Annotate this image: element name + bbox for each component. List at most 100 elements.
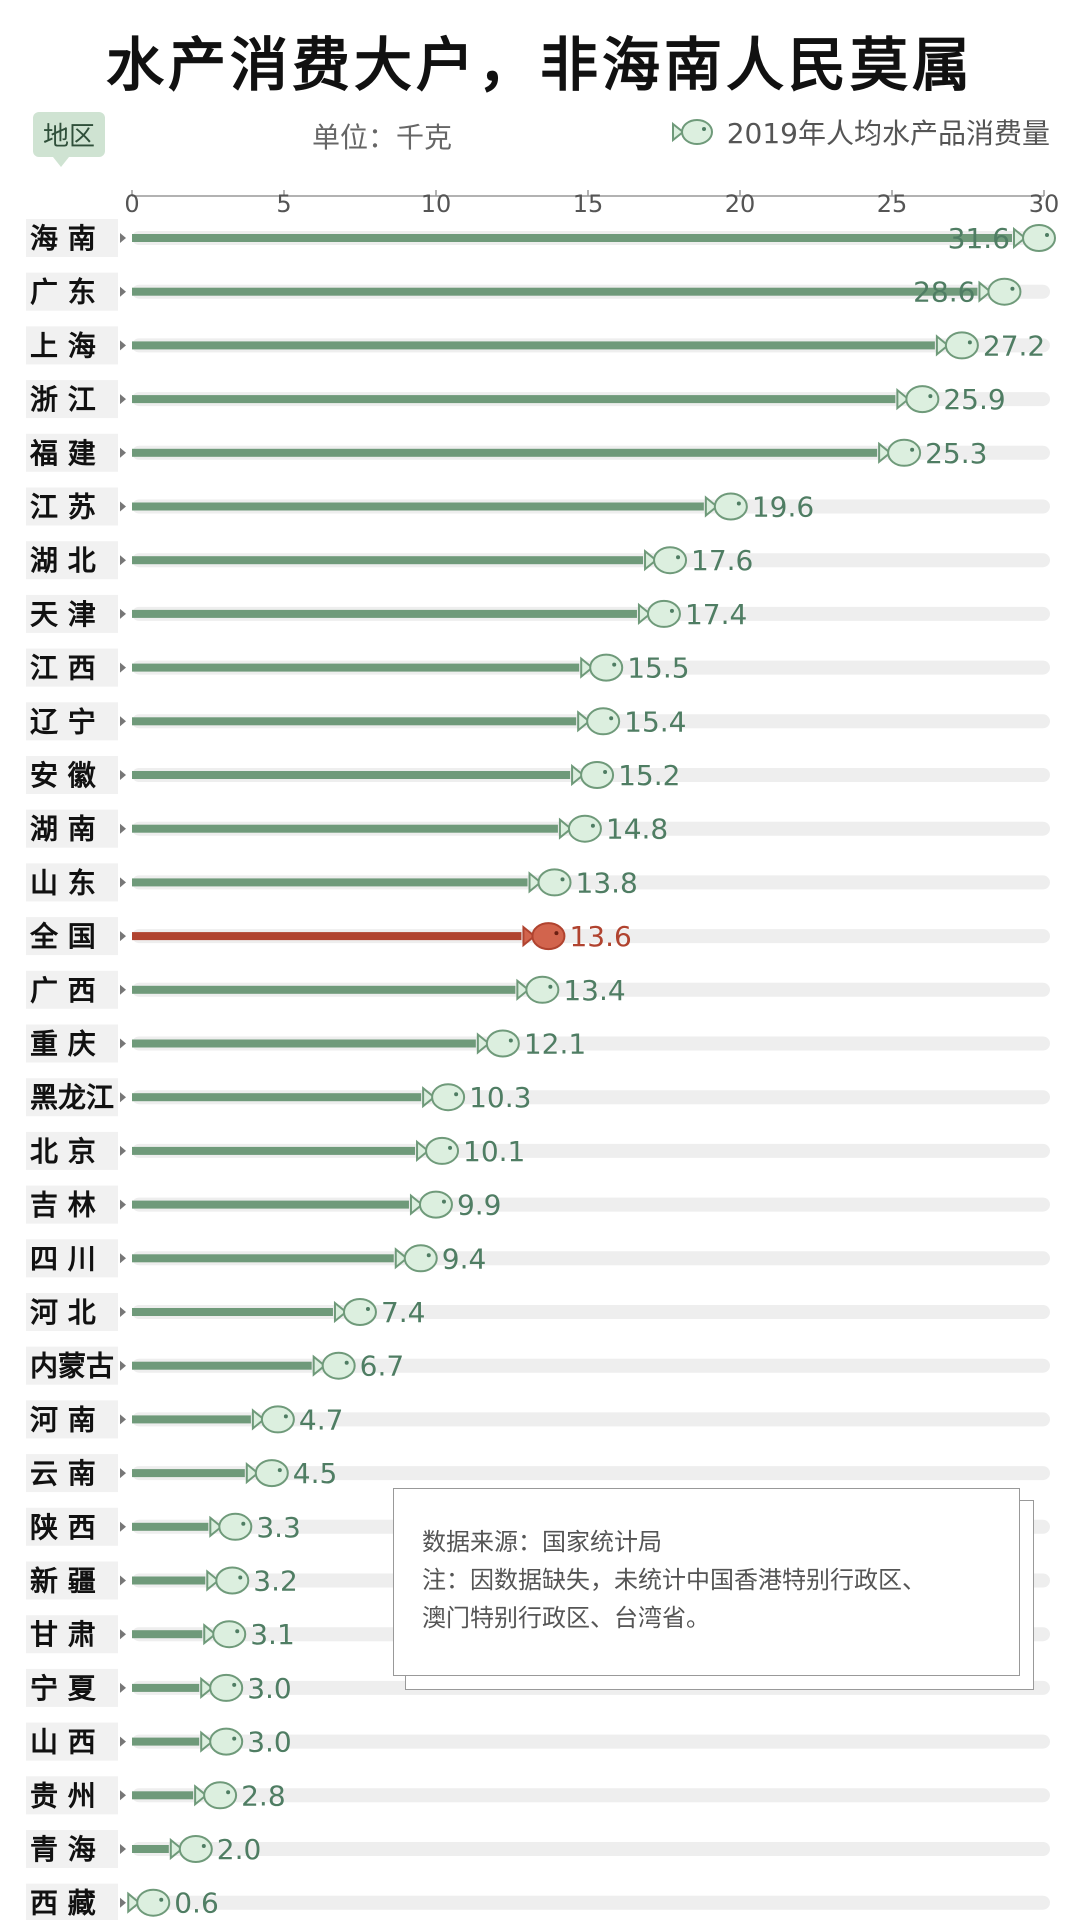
category-label-bg — [26, 1561, 118, 1600]
category-pointer — [120, 1897, 126, 1908]
category-pointer — [120, 1145, 126, 1156]
fish-tail — [558, 817, 573, 840]
fish-marker — [878, 438, 922, 467]
fish-eye — [1045, 233, 1049, 237]
data-label: 17.6 — [691, 544, 753, 577]
fish-body — [987, 277, 1022, 306]
category-pointer — [120, 1682, 126, 1693]
bar — [132, 1791, 194, 1800]
note-line-1: 注：因数据缺失，未统计中国香港特别行政区、 — [422, 1566, 926, 1594]
fish-body — [212, 1620, 247, 1649]
category-label-bg — [26, 1239, 118, 1278]
fish-marker — [558, 814, 602, 843]
fish-body — [567, 814, 602, 843]
data-label: 3.0 — [247, 1672, 292, 1705]
fish-tail — [878, 441, 892, 464]
fish-body — [260, 1405, 295, 1434]
data-label: 9.4 — [442, 1242, 487, 1275]
fish-marker — [476, 1029, 520, 1058]
bar — [132, 556, 644, 565]
data-label: 13.8 — [576, 866, 638, 899]
bar — [132, 1200, 409, 1209]
category-label-bg — [26, 1454, 118, 1493]
fish-marker — [169, 1835, 213, 1863]
category-label: 江 西 — [30, 652, 96, 685]
data-label: 3.1 — [250, 1618, 295, 1651]
category-label: 甘 肃 — [30, 1618, 96, 1651]
fish-body — [646, 599, 681, 628]
fish-eye — [159, 1897, 164, 1902]
fish-eye — [736, 501, 741, 506]
category-label: 陕 西 — [30, 1511, 96, 1544]
fish-marker — [409, 1190, 453, 1219]
bar — [132, 1146, 416, 1155]
category-label: 青 海 — [30, 1833, 96, 1866]
category-pointer — [120, 1521, 126, 1532]
fish-tail — [200, 1676, 214, 1700]
fish-tail — [333, 1300, 348, 1324]
category-label-bg — [26, 594, 118, 633]
category-label: 湖 北 — [30, 544, 96, 577]
data-label: 10.3 — [469, 1081, 531, 1114]
category-label: 辽 宁 — [30, 705, 96, 738]
bar-track — [132, 1358, 1050, 1373]
category-label: 河 南 — [30, 1403, 96, 1436]
bar — [132, 717, 577, 726]
category-pointer — [120, 1844, 126, 1854]
fish-icon — [671, 119, 713, 145]
fish-body — [254, 1459, 289, 1488]
data-label: 2.0 — [217, 1833, 262, 1866]
bar — [132, 1361, 312, 1370]
category-label-bg — [26, 1722, 118, 1761]
bar — [132, 395, 896, 404]
category-label: 海 南 — [30, 222, 96, 255]
fish-eye — [454, 1092, 459, 1097]
fish-body — [403, 1244, 438, 1273]
fish-tail — [528, 871, 543, 894]
fish-eye — [241, 1521, 246, 1526]
category-label: 西 藏 — [30, 1887, 96, 1920]
fish-marker — [978, 277, 1022, 306]
fish-body — [653, 546, 688, 575]
data-label: 14.8 — [606, 813, 668, 846]
fish-eye — [560, 877, 565, 882]
fish-marker — [704, 492, 748, 521]
fish-body — [418, 1190, 453, 1219]
category-label-bg — [26, 1346, 118, 1385]
category-pointer — [120, 1736, 126, 1747]
category-label-bg — [26, 1024, 118, 1063]
fish-eye — [967, 340, 972, 345]
fish-marker — [245, 1459, 289, 1488]
category-label-bg — [26, 219, 118, 257]
fish-tail — [209, 1515, 223, 1538]
fish-tail — [522, 924, 537, 948]
fish-tail — [251, 1408, 266, 1431]
fish-tail — [896, 387, 910, 411]
fish-tail — [704, 495, 719, 518]
fish-tail — [169, 1837, 184, 1861]
category-pointer — [120, 447, 126, 458]
data-label: 25.3 — [925, 437, 987, 470]
fish-body — [342, 1298, 377, 1326]
fish-tail — [206, 1569, 220, 1592]
fish-body — [209, 1673, 244, 1702]
fish-tail — [580, 656, 594, 679]
bar — [132, 234, 1012, 242]
fish-marker — [194, 1781, 238, 1810]
fish-tail — [203, 1623, 217, 1646]
fish-body — [431, 1083, 466, 1112]
fish-eye — [612, 662, 617, 667]
category-label-bg — [26, 1883, 118, 1920]
category-label: 贵 州 — [30, 1779, 96, 1812]
data-label: 4.7 — [299, 1403, 344, 1436]
legend-label: 2019年人均水产品消费量 — [726, 117, 1050, 150]
data-label: 6.7 — [360, 1350, 405, 1383]
fish-eye — [283, 1414, 288, 1419]
fish-marker — [571, 761, 615, 789]
bar — [132, 824, 558, 833]
bar — [132, 1737, 200, 1746]
data-label: 7.4 — [381, 1296, 426, 1329]
bar — [132, 1576, 206, 1585]
bar — [132, 1469, 245, 1478]
fish-eye — [235, 1629, 240, 1634]
